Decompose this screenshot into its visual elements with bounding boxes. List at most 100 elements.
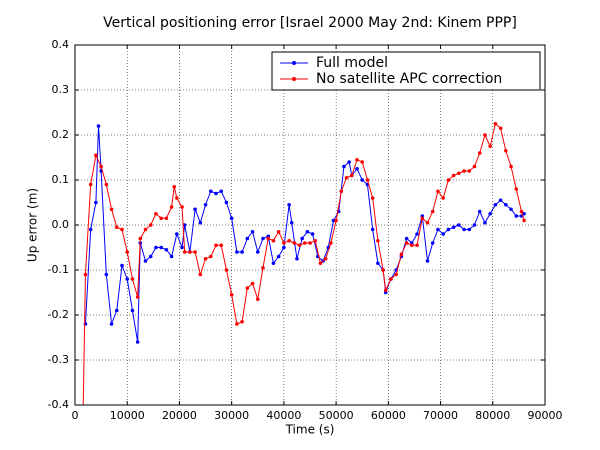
data-point (104, 272, 109, 277)
data-point (462, 169, 466, 173)
data-point (255, 250, 260, 254)
data-point (323, 256, 328, 261)
data-point (235, 250, 239, 254)
data-point (451, 225, 456, 230)
data-point (172, 184, 177, 189)
data-point (208, 254, 213, 259)
data-point (287, 238, 291, 243)
data-point (276, 254, 281, 259)
data-point (271, 261, 276, 266)
y-tick-label: 0.3 (52, 83, 70, 96)
data-point (381, 268, 385, 272)
data-point (467, 227, 472, 232)
data-point (488, 211, 492, 216)
y-tick-label: -0.1 (48, 263, 69, 276)
x-tick-label: 90000 (528, 409, 563, 422)
data-point (389, 277, 393, 281)
legend-label: Full model (316, 55, 388, 71)
data-point (229, 216, 234, 221)
data-point (420, 216, 425, 221)
y-tick-label: 0.2 (52, 128, 70, 141)
data-point (240, 319, 244, 324)
data-point (522, 211, 526, 216)
data-point (104, 182, 109, 187)
data-point (138, 236, 143, 241)
data-point (457, 171, 461, 176)
data-point (203, 202, 208, 207)
plot-frame (74, 44, 546, 406)
data-point (355, 166, 359, 171)
data-point (488, 144, 492, 149)
data-point (94, 153, 98, 158)
y-tick-label: 0.0 (52, 218, 70, 231)
y-tick-label: -0.2 (48, 308, 69, 321)
data-point (365, 178, 370, 182)
data-point (193, 207, 197, 212)
data-point (514, 214, 519, 218)
data-point (472, 223, 477, 227)
data-point (483, 220, 487, 225)
data-point (457, 223, 461, 227)
legend-marker (292, 77, 296, 81)
data-point (245, 236, 250, 241)
data-point (125, 277, 130, 281)
data-point (334, 218, 338, 223)
data-point (109, 322, 114, 326)
data-point (339, 189, 344, 194)
data-point (394, 272, 398, 277)
x-tick-label: 10000 (110, 409, 145, 422)
data-point (282, 245, 286, 250)
data-point (175, 196, 179, 200)
data-point (135, 340, 140, 344)
data-point (219, 243, 224, 248)
data-point (229, 292, 234, 297)
data-point (302, 241, 307, 245)
data-point (250, 281, 255, 286)
data-point (441, 232, 445, 236)
x-tick-label: 50000 (319, 409, 354, 422)
data-point (182, 223, 187, 227)
data-point (214, 243, 218, 248)
data-point (504, 202, 508, 207)
data-point (143, 259, 148, 263)
data-point (509, 164, 513, 169)
data-point (88, 227, 93, 232)
x-axis-label: Time (s) (285, 423, 335, 437)
data-point (125, 250, 130, 254)
data-point (308, 241, 312, 245)
data-point (425, 220, 430, 225)
y-tick-label: -0.3 (48, 353, 69, 366)
data-point (235, 322, 239, 326)
data-point (430, 209, 435, 214)
data-point (522, 218, 526, 223)
data-point (300, 236, 304, 241)
data-point (370, 196, 375, 200)
data-point (114, 225, 119, 230)
data-point (271, 238, 276, 243)
data-point (148, 223, 153, 227)
data-point (436, 189, 440, 194)
legend-marker (292, 61, 296, 65)
data-point (415, 232, 419, 236)
y-tick-label: 0.1 (52, 173, 70, 186)
data-point (245, 286, 250, 290)
data-point (94, 200, 98, 205)
data-point (169, 205, 174, 209)
data-point (214, 191, 218, 196)
data-point (498, 126, 503, 131)
data-point (297, 243, 302, 248)
data-point (446, 227, 451, 232)
data-point (169, 254, 174, 259)
y-tick-label: 0.4 (52, 38, 70, 51)
data-point (180, 205, 184, 209)
data-point (154, 245, 158, 250)
data-point (255, 297, 260, 302)
data-point (472, 164, 477, 169)
data-point (404, 236, 409, 241)
data-point (295, 256, 299, 261)
data-point (425, 259, 430, 263)
data-point (289, 220, 294, 225)
data-point (504, 148, 508, 153)
x-tick-label: 0 (72, 409, 79, 422)
